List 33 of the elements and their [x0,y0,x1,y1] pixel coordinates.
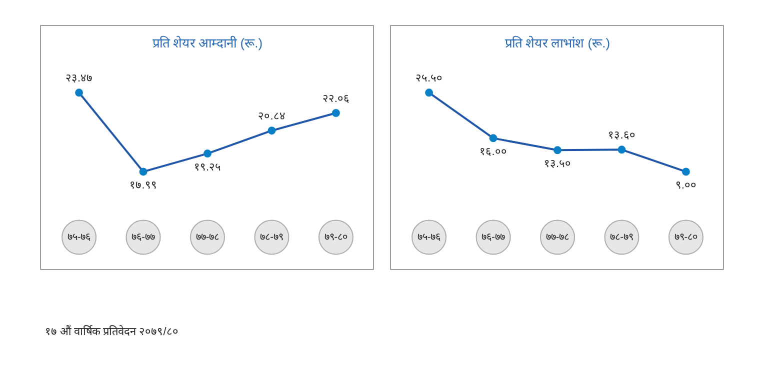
x-tick-label: ७९-८० [324,232,348,243]
x-tick-label: ७८-७९ [260,232,284,243]
point [489,134,498,142]
point [75,88,84,97]
chart-title: प्रति शेयर आम्दानी (रू.) [152,36,263,50]
x-tick-label: ७८-७९ [610,232,634,243]
x-tick-label: ७६-७७ [132,232,155,243]
point [425,88,434,97]
text: १७ औं वार्षिक प्रतिवेदन २०७९/८० [45,325,178,340]
point [682,168,690,176]
data-label: २५.५० [416,72,443,85]
chart-title: प्रति शेयर लाभांश (रू.) [504,36,610,50]
data-label: १७.९९ [130,180,157,192]
x-tick-label: ७७-७८ [546,232,570,243]
point [332,109,340,118]
point [268,126,276,135]
data-label: १३.६० [608,130,636,142]
data-label: २०.८४ [258,110,286,123]
point [139,168,148,176]
point [618,146,626,154]
point [554,146,562,154]
data-label: २३.४७ [66,72,93,85]
data-label: १६.०० [480,146,507,158]
data-label: २२.०६ [322,93,350,106]
data-label: १९.२५ [194,162,222,174]
x-tick-label: ७५-७६ [417,232,441,243]
x-tick-label: ७५-७६ [67,232,91,243]
x-tick-label: ७७-७८ [196,232,220,243]
data-label: ९.०० [675,180,696,192]
x-tick-label: ७९-८० [674,232,698,243]
x-tick-label: ७६-७७ [482,232,505,243]
data-label: १३.५० [544,158,572,170]
point [204,150,212,158]
